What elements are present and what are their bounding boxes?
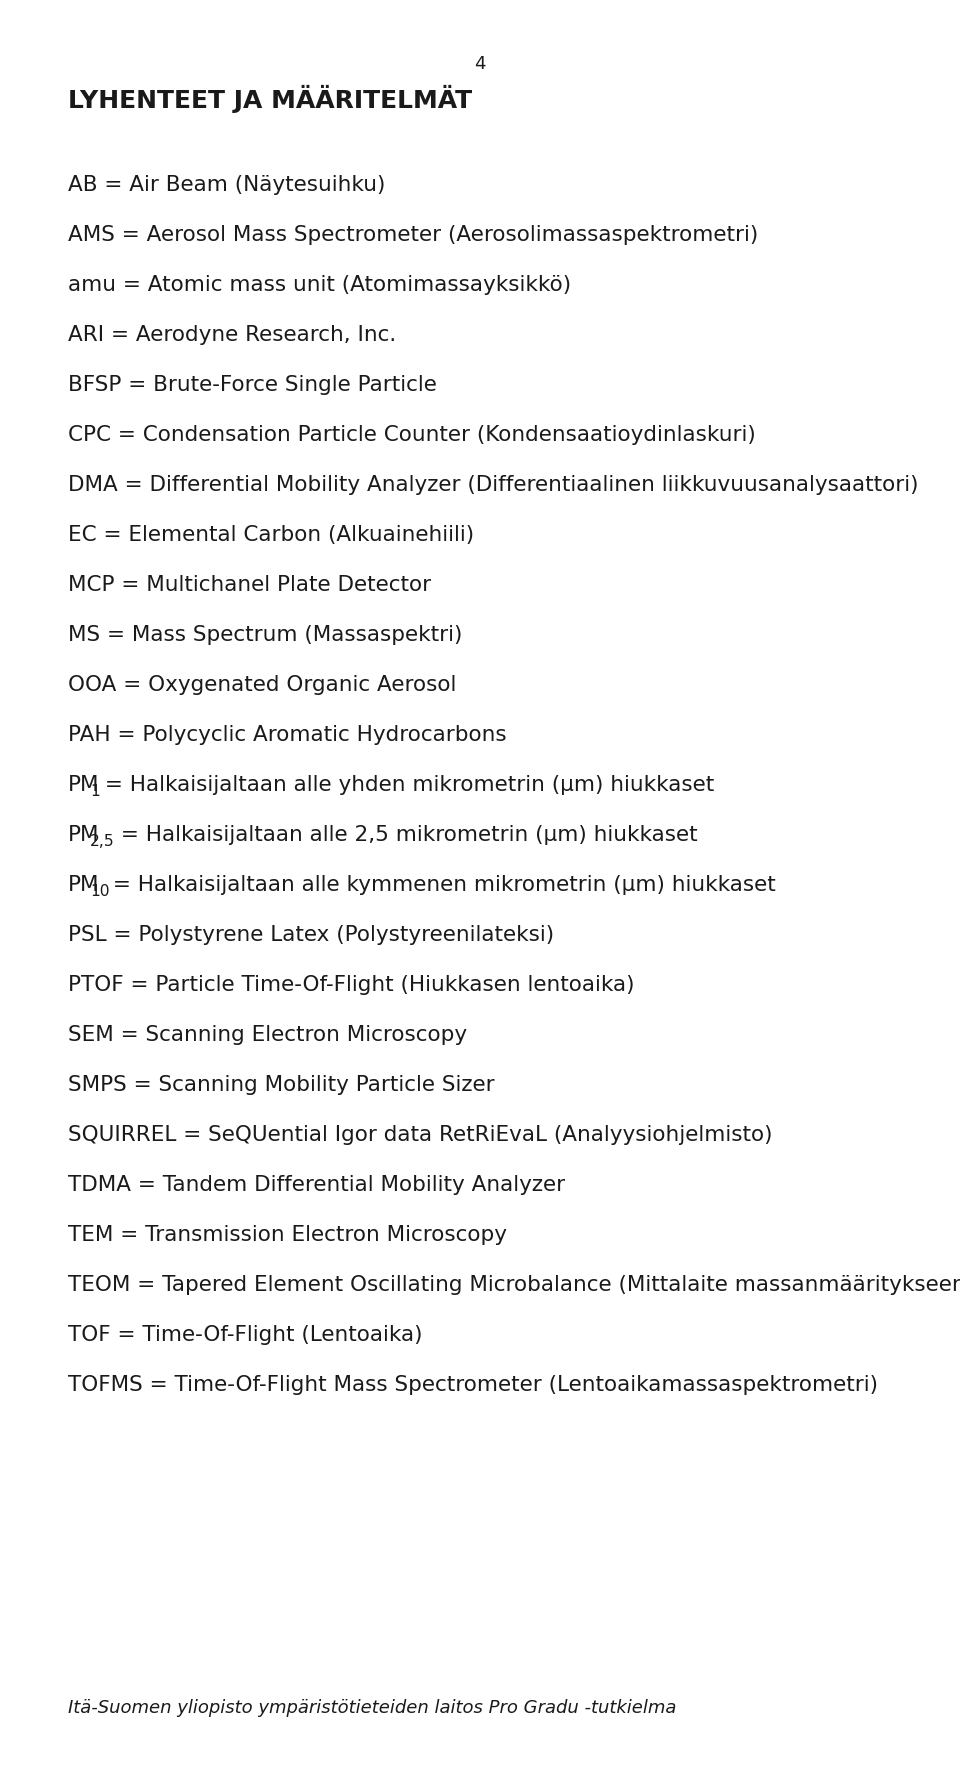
Text: = Halkaisijaltaan alle kymmenen mikrometrin (μm) hiukkaset: = Halkaisijaltaan alle kymmenen mikromet… [106,875,776,895]
Text: BFSP = Brute-Force Single Particle: BFSP = Brute-Force Single Particle [68,374,437,396]
Text: PM: PM [68,775,100,795]
Text: AMS = Aerosol Mass Spectrometer (Aerosolimassaspektrometri): AMS = Aerosol Mass Spectrometer (Aerosol… [68,225,758,244]
Text: SEM = Scanning Electron Microscopy: SEM = Scanning Electron Microscopy [68,1025,468,1044]
Text: PAH = Polycyclic Aromatic Hydrocarbons: PAH = Polycyclic Aromatic Hydrocarbons [68,725,507,745]
Text: PM: PM [68,875,100,895]
Text: SQUIRREL = SeQUential Igor data RetRiEvaL (Analyysiohjelmisto): SQUIRREL = SeQUential Igor data RetRiEva… [68,1124,773,1146]
Text: CPC = Condensation Particle Counter (Kondensaatioydinlaskuri): CPC = Condensation Particle Counter (Kon… [68,424,756,446]
Text: EC = Elemental Carbon (Alkuainehiili): EC = Elemental Carbon (Alkuainehiili) [68,526,474,545]
Text: TOF = Time-Of-Flight (Lentoaika): TOF = Time-Of-Flight (Lentoaika) [68,1326,422,1345]
Text: SMPS = Scanning Mobility Particle Sizer: SMPS = Scanning Mobility Particle Sizer [68,1075,494,1094]
Text: TEOM = Tapered Element Oscillating Microbalance (Mittalaite massanmääritykseen): TEOM = Tapered Element Oscillating Micro… [68,1274,960,1296]
Text: DMA = Differential Mobility Analyzer (Differentiaalinen liikkuvuusanalysaattori): DMA = Differential Mobility Analyzer (Di… [68,476,919,495]
Text: PM: PM [68,825,100,845]
Text: LYHENTEET JA MÄÄRITELMÄT: LYHENTEET JA MÄÄRITELMÄT [68,86,472,112]
Text: 4: 4 [474,55,486,73]
Text: MCP = Multichanel Plate Detector: MCP = Multichanel Plate Detector [68,576,431,595]
Text: PTOF = Particle Time-Of-Flight (Hiukkasen lentoaika): PTOF = Particle Time-Of-Flight (Hiukkase… [68,975,635,994]
Text: MS = Mass Spectrum (Massaspektri): MS = Mass Spectrum (Massaspektri) [68,625,463,645]
Text: 10: 10 [90,884,109,898]
Text: = Halkaisijaltaan alle yhden mikrometrin (μm) hiukkaset: = Halkaisijaltaan alle yhden mikrometrin… [98,775,714,795]
Text: PSL = Polystyrene Latex (Polystyreenilateksi): PSL = Polystyrene Latex (Polystyreenilat… [68,925,554,944]
Text: AB = Air Beam (Näytesuihku): AB = Air Beam (Näytesuihku) [68,175,385,194]
Text: Itä-Suomen yliopisto ympäristötieteiden laitos Pro Gradu -tutkielma: Itä-Suomen yliopisto ympäristötieteiden … [68,1698,677,1718]
Text: TEM = Transmission Electron Microscopy: TEM = Transmission Electron Microscopy [68,1224,507,1246]
Text: ARI = Aerodyne Research, Inc.: ARI = Aerodyne Research, Inc. [68,324,396,346]
Text: amu = Atomic mass unit (Atomimassayksikkö): amu = Atomic mass unit (Atomimassayksikk… [68,274,571,296]
Text: OOA = Oxygenated Organic Aerosol: OOA = Oxygenated Organic Aerosol [68,675,456,695]
Text: TOFMS = Time-Of-Flight Mass Spectrometer (Lentoaikamassaspektrometri): TOFMS = Time-Of-Flight Mass Spectrometer… [68,1376,878,1395]
Text: 1: 1 [90,784,100,798]
Text: = Halkaisijaltaan alle 2,5 mikrometrin (μm) hiukkaset: = Halkaisijaltaan alle 2,5 mikrometrin (… [114,825,698,845]
Text: TDMA = Tandem Differential Mobility Analyzer: TDMA = Tandem Differential Mobility Anal… [68,1174,565,1196]
Text: 2,5: 2,5 [90,834,115,848]
